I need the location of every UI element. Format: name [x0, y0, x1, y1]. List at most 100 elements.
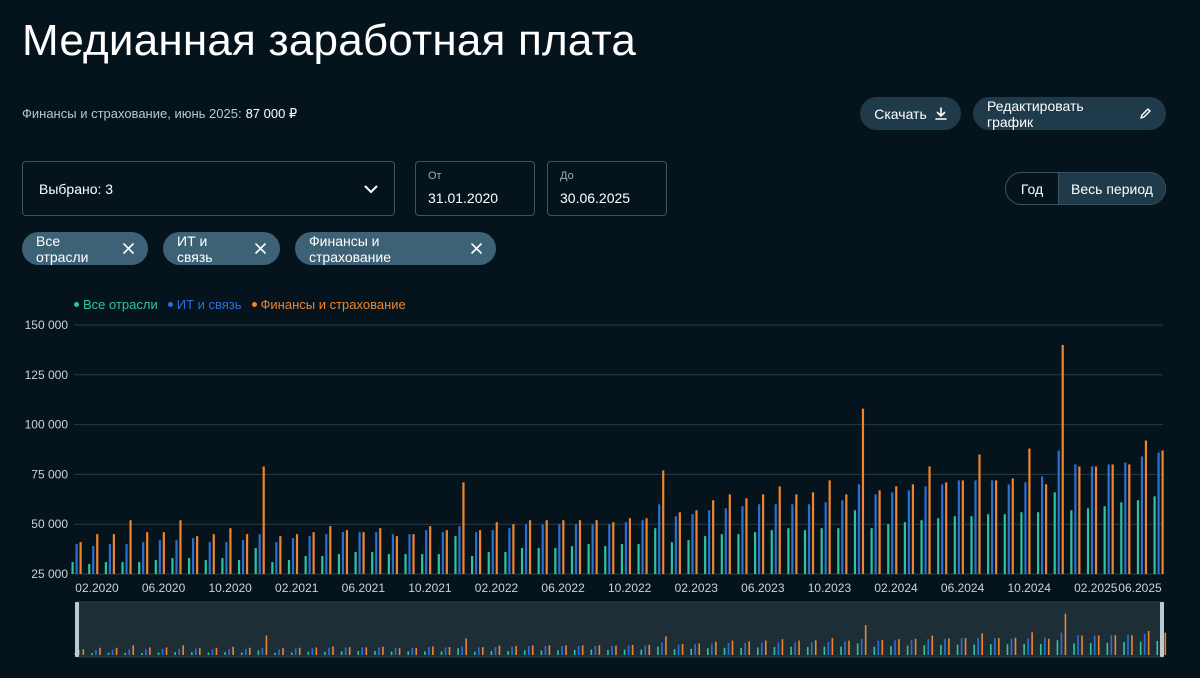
- bar-it[interactable]: [824, 502, 827, 574]
- bar-it[interactable]: [425, 530, 428, 574]
- bar-fin[interactable]: [412, 534, 415, 574]
- bar-all[interactable]: [1086, 508, 1090, 574]
- bar-all[interactable]: [337, 554, 341, 574]
- bar-it[interactable]: [1057, 450, 1060, 574]
- bar-all[interactable]: [953, 516, 956, 574]
- bar-it[interactable]: [924, 486, 927, 574]
- chip-all-industries[interactable]: Все отрасли: [22, 232, 148, 265]
- bar-it[interactable]: [757, 504, 761, 574]
- bar-it[interactable]: [624, 522, 628, 574]
- bar-it[interactable]: [957, 480, 960, 574]
- bar-it[interactable]: [1074, 464, 1077, 574]
- bar-all[interactable]: [987, 514, 990, 574]
- bar-it[interactable]: [308, 536, 311, 574]
- bar-fin[interactable]: [295, 534, 299, 574]
- bar-all[interactable]: [487, 552, 490, 574]
- bar-fin[interactable]: [528, 520, 532, 574]
- period-year-button[interactable]: Год: [1020, 180, 1044, 197]
- bar-all[interactable]: [204, 560, 207, 574]
- bar-fin[interactable]: [395, 536, 398, 574]
- bar-fin[interactable]: [379, 528, 382, 574]
- bar-fin[interactable]: [695, 510, 698, 574]
- bar-all[interactable]: [704, 536, 707, 574]
- bar-fin[interactable]: [1144, 440, 1148, 574]
- bar-fin[interactable]: [495, 522, 498, 574]
- bar-all[interactable]: [387, 554, 390, 574]
- bar-it[interactable]: [591, 524, 594, 574]
- bar-all[interactable]: [454, 536, 457, 574]
- bar-it[interactable]: [291, 538, 295, 574]
- bar-all[interactable]: [654, 528, 657, 574]
- bar-it[interactable]: [491, 530, 494, 574]
- bar-all[interactable]: [271, 562, 274, 574]
- bar-fin[interactable]: [1061, 344, 1064, 574]
- legend-item-it[interactable]: ИТ и связь: [167, 297, 242, 312]
- bar-all[interactable]: [870, 528, 873, 574]
- bar-all[interactable]: [188, 558, 191, 574]
- download-button[interactable]: Скачать: [860, 97, 961, 130]
- bar-it[interactable]: [192, 538, 195, 574]
- bar-it[interactable]: [475, 532, 478, 574]
- bar-it[interactable]: [791, 504, 794, 574]
- bar-fin[interactable]: [1011, 478, 1014, 574]
- bar-all[interactable]: [1136, 500, 1140, 574]
- bar-it[interactable]: [658, 504, 661, 574]
- bar-all[interactable]: [321, 556, 324, 574]
- bar-fin[interactable]: [845, 494, 848, 574]
- bar-fin[interactable]: [628, 518, 632, 574]
- bar-fin[interactable]: [362, 532, 365, 574]
- bar-it[interactable]: [874, 494, 877, 574]
- bar-fin[interactable]: [345, 530, 349, 574]
- bar-all[interactable]: [770, 530, 773, 574]
- bar-it[interactable]: [641, 520, 644, 574]
- bar-all[interactable]: [138, 562, 141, 574]
- bar-fin[interactable]: [179, 520, 182, 574]
- bar-it[interactable]: [541, 524, 544, 574]
- bar-it[interactable]: [341, 532, 345, 574]
- bar-it[interactable]: [208, 542, 211, 574]
- bar-fin[interactable]: [479, 530, 482, 574]
- bar-fin[interactable]: [978, 454, 981, 574]
- industry-select[interactable]: Выбрано: 3: [22, 161, 395, 216]
- bar-all[interactable]: [1153, 496, 1156, 574]
- bar-all[interactable]: [1103, 506, 1106, 574]
- bar-fin[interactable]: [895, 486, 898, 574]
- bar-it[interactable]: [375, 532, 378, 574]
- bar-fin[interactable]: [445, 530, 448, 574]
- bar-fin[interactable]: [761, 494, 765, 574]
- bar-it[interactable]: [741, 506, 744, 574]
- bar-all[interactable]: [887, 524, 890, 574]
- close-icon[interactable]: [255, 241, 266, 257]
- bar-it[interactable]: [857, 484, 861, 574]
- bar-it[interactable]: [558, 524, 561, 574]
- bar-it[interactable]: [108, 544, 111, 574]
- bar-all[interactable]: [604, 546, 607, 574]
- bar-it[interactable]: [358, 532, 361, 574]
- bar-it[interactable]: [574, 524, 578, 574]
- range-navigator[interactable]: [77, 601, 1164, 658]
- bar-fin[interactable]: [961, 480, 964, 574]
- bar-it[interactable]: [1024, 482, 1027, 574]
- bar-it[interactable]: [125, 544, 128, 574]
- bar-fin[interactable]: [229, 528, 232, 574]
- bar-it[interactable]: [1140, 456, 1144, 574]
- bar-all[interactable]: [620, 544, 624, 574]
- bar-fin[interactable]: [712, 500, 715, 574]
- edit-chart-button[interactable]: Редактировать график: [973, 97, 1166, 130]
- bar-all[interactable]: [1003, 514, 1006, 574]
- legend-item-finance[interactable]: Финансы и страхование: [251, 297, 406, 312]
- bar-all[interactable]: [1036, 512, 1040, 574]
- bar-it[interactable]: [724, 508, 727, 574]
- bar-all[interactable]: [1120, 502, 1123, 574]
- bar-it[interactable]: [608, 524, 611, 574]
- bar-it[interactable]: [524, 524, 528, 574]
- bar-fin[interactable]: [662, 470, 665, 574]
- bar-fin[interactable]: [545, 520, 548, 574]
- bar-fin[interactable]: [429, 526, 432, 574]
- bar-all[interactable]: [88, 564, 91, 574]
- bar-it[interactable]: [674, 516, 677, 574]
- bar-all[interactable]: [670, 542, 673, 574]
- bar-it[interactable]: [325, 534, 328, 574]
- bar-fin[interactable]: [878, 490, 881, 574]
- bar-fin[interactable]: [129, 520, 132, 574]
